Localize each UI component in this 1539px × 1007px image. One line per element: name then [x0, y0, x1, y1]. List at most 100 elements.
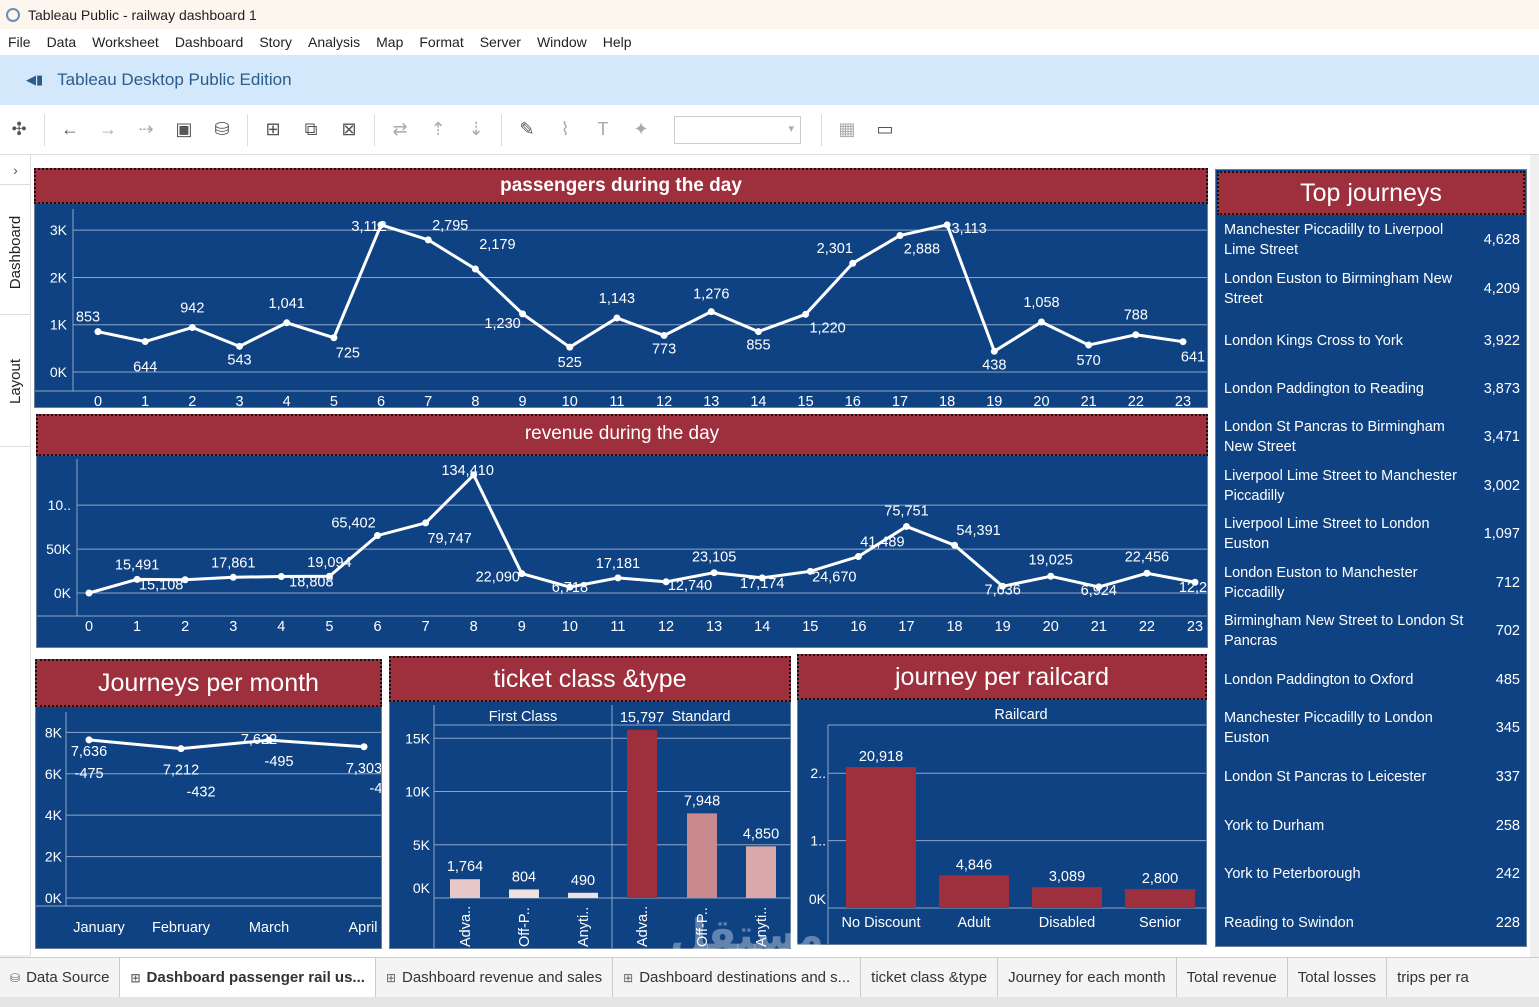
journey-row[interactable]: London St Pancras to Birmingham New Stre…: [1218, 415, 1526, 459]
data-label: 773: [652, 341, 676, 357]
menu-window[interactable]: Window: [536, 34, 587, 50]
journey-row[interactable]: Liverpool Lime Street to Manchester Picc…: [1218, 464, 1526, 508]
sheet-tab-0[interactable]: ⛁ Data Source: [0, 958, 121, 997]
duplicate-icon[interactable]: ⧉: [304, 119, 318, 139]
replay-icon[interactable]: ⇢: [138, 119, 154, 139]
sheet-tab-label: Dashboard revenue and sales: [402, 969, 603, 986]
journey-row[interactable]: London Paddington to Reading 3,873: [1218, 367, 1526, 411]
tab-layout[interactable]: Layout: [0, 317, 31, 447]
x-tick-label: 10: [562, 619, 578, 635]
journey-value: 1,097: [1483, 526, 1520, 542]
sheet-tab-3[interactable]: ⊞ Dashboard destinations and s...: [613, 958, 862, 997]
menu-help[interactable]: Help: [602, 34, 632, 50]
journey-row[interactable]: Manchester Piccadilly to Liverpool Lime …: [1218, 218, 1526, 262]
labels-icon[interactable]: T: [597, 119, 609, 139]
x-tick-label: 21: [1081, 394, 1097, 407]
sheet-tab-label: Total losses: [1297, 969, 1377, 986]
x-tick-label: 12: [656, 394, 672, 407]
bar: [509, 889, 539, 898]
journey-row[interactable]: York to Durham 258: [1218, 804, 1526, 848]
journey-name: London St Pancras to Birmingham New Stre…: [1224, 419, 1445, 455]
highlight-icon[interactable]: ✎: [519, 119, 535, 139]
pin-icon[interactable]: ✦: [633, 119, 649, 139]
ticket-chart[interactable]: First Class Standard 0K 5K 10K 15K 1,764 Adva..…: [390, 657, 790, 948]
menu-map[interactable]: Map: [376, 34, 404, 50]
sort-ascending-icon[interactable]: ⇡: [430, 119, 446, 139]
x-tick-label: 1: [133, 619, 141, 635]
data-label: 2,179: [479, 237, 515, 253]
menu-server[interactable]: Server: [479, 34, 521, 50]
data-label: 644: [133, 360, 157, 376]
sheet-tab-7[interactable]: Total losses: [1288, 958, 1388, 997]
data-point: [141, 338, 149, 346]
presentation-icon[interactable]: ▭: [876, 119, 894, 139]
journey-row[interactable]: Reading to Swindon 228: [1218, 901, 1526, 945]
data-point: [707, 308, 715, 316]
data-point: [758, 574, 766, 582]
expand-panel-icon[interactable]: ›: [0, 155, 31, 185]
swap-icon[interactable]: ⇄: [392, 119, 408, 139]
passengers-panel: 0K 1K 2K 3K 0 1 2 3 4 5 6 7 8 9 10 11 12 13 14 15 16 17 18 19 20…: [34, 168, 1208, 408]
new-worksheet-icon[interactable]: ⊞: [265, 119, 281, 139]
data-point: [849, 259, 857, 267]
journey-row[interactable]: London St Pancras to Leicester 337: [1218, 755, 1526, 799]
sheet-tab-2[interactable]: ⊞ Dashboard revenue and sales: [376, 958, 614, 997]
sheet-tab-6[interactable]: Total revenue: [1177, 958, 1288, 997]
data-label: 17,174: [740, 576, 784, 592]
menu-data[interactable]: Data: [46, 34, 77, 50]
new-datasource-icon[interactable]: ⛁: [214, 119, 230, 139]
menu-story[interactable]: Story: [259, 34, 292, 50]
tab-dashboard[interactable]: Dashboard: [0, 190, 31, 315]
y-tick-label: 5K: [413, 837, 431, 853]
data-point: [424, 236, 432, 244]
data-label: 15,797: [620, 710, 664, 726]
months-chart[interactable]: 0K 2K 4K 6K 8K January February March April 7,636…: [36, 660, 381, 948]
sheet-tab-1[interactable]: ⊞ Dashboard passenger rail us...: [120, 958, 376, 997]
tableau-logo-icon[interactable]: ✣: [11, 119, 27, 139]
show-me-icon[interactable]: ▦: [838, 119, 856, 139]
fit-dropdown[interactable]: [674, 115, 801, 144]
sheet-tab-8[interactable]: trips per ra: [1387, 958, 1479, 997]
data-point: [470, 471, 478, 479]
x-tick-label: 8: [470, 619, 478, 635]
journey-row[interactable]: London Paddington to Oxford 485: [1218, 658, 1526, 702]
journey-row[interactable]: Manchester Piccadilly to London Euston 34…: [1218, 706, 1526, 750]
data-label: 570: [1077, 353, 1101, 369]
clear-sheet-icon[interactable]: ⊠: [341, 119, 357, 139]
sheet-tab-5[interactable]: Journey for each month: [998, 958, 1177, 997]
data-label: 788: [1124, 308, 1148, 324]
journey-row[interactable]: London Kings Cross to York 3,922: [1218, 319, 1526, 363]
y-tick-label: 0K: [45, 890, 63, 906]
railcard-chart[interactable]: Railcard 0K 1.. 2.. 20,918 No Discount 4,846 Ad…: [798, 655, 1206, 944]
data-point: [283, 319, 291, 327]
menu-analysis[interactable]: Analysis: [308, 34, 361, 50]
data-label: 17,861: [211, 555, 255, 571]
menu-worksheet[interactable]: Worksheet: [92, 34, 159, 50]
y-tick-label: 1K: [50, 317, 68, 333]
menu-dashboard[interactable]: Dashboard: [174, 34, 244, 50]
sheet-tab-4[interactable]: ticket class &type: [861, 958, 999, 997]
journey-row[interactable]: Birmingham New Street to London St Pancr…: [1218, 609, 1526, 653]
redo-icon[interactable]: →: [99, 119, 117, 139]
window-title: Tableau Public - railway dashboard 1: [28, 6, 257, 23]
journey-row[interactable]: London Euston to Birmingham New Street 4,…: [1218, 267, 1526, 311]
sort-descending-icon[interactable]: ⇣: [468, 119, 484, 139]
x-tick-label: 0: [94, 394, 102, 407]
menu-file[interactable]: File: [8, 34, 31, 50]
journey-row[interactable]: York to Peterborough 242: [1218, 852, 1526, 896]
journey-name: Birmingham New Street to London St Pancr…: [1224, 613, 1464, 649]
database-icon: ⛁: [10, 970, 21, 985]
x-tick-label: March: [249, 920, 289, 936]
data-point: [518, 570, 526, 578]
group-icon[interactable]: ⌇: [560, 119, 570, 139]
railcard-title: journey per railcard: [797, 654, 1207, 700]
journey-row[interactable]: Liverpool Lime Street to London Euston 1,…: [1218, 512, 1526, 556]
data-point: [1191, 578, 1199, 586]
journey-row[interactable]: London Euston to Manchester Piccadilly 71…: [1218, 561, 1526, 605]
undo-icon[interactable]: ←: [61, 119, 79, 139]
menu-format[interactable]: Format: [419, 34, 464, 50]
save-icon[interactable]: ▣: [175, 119, 193, 139]
sheet-tab-label: trips per ra: [1397, 969, 1469, 986]
